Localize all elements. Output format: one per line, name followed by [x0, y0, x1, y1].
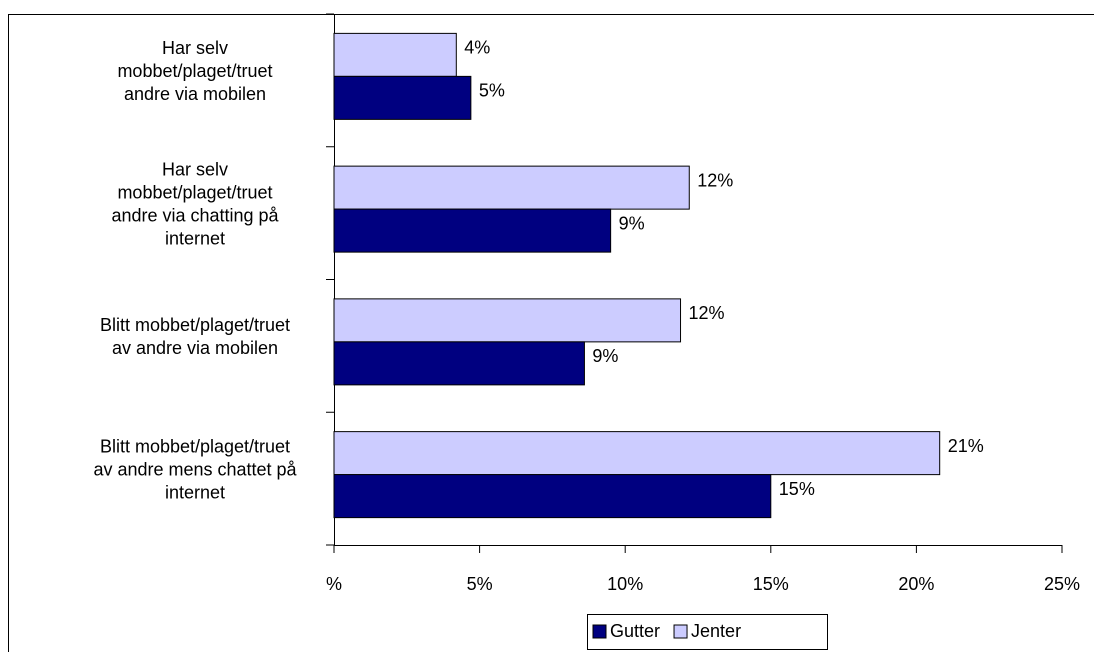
x-tick-label: %	[326, 574, 342, 594]
value-label: 21%	[948, 436, 984, 456]
category-label: Blitt mobbet/plaget/truet	[100, 436, 290, 456]
value-label: 4%	[464, 38, 490, 58]
x-tick-label: 5%	[467, 574, 493, 594]
legend-swatch	[673, 624, 688, 639]
value-label: 12%	[689, 303, 725, 323]
category-label: mobbet/plaget/truet	[117, 182, 272, 202]
category-label: av andre mens chattet på	[93, 459, 297, 479]
category-label: andre via chatting på	[111, 205, 279, 225]
category-label: av andre via mobilen	[112, 338, 278, 358]
category-label: mobbet/plaget/truet	[117, 61, 272, 81]
legend-label: Gutter	[610, 621, 660, 641]
value-label: 9%	[619, 213, 645, 233]
bar	[333, 341, 585, 386]
category-label: andre via mobilen	[124, 84, 266, 104]
x-tick-label: 10%	[607, 574, 643, 594]
category-label: Blitt mobbet/plaget/truet	[100, 315, 290, 335]
category-label: Har selv	[162, 38, 228, 58]
value-label: 9%	[592, 346, 618, 366]
bar	[333, 208, 612, 253]
value-label: 15%	[779, 479, 815, 499]
bar	[333, 431, 941, 476]
category-label: internet	[165, 228, 225, 248]
bar	[333, 32, 457, 77]
x-tick-label: 20%	[898, 574, 934, 594]
x-tick-label: 25%	[1044, 574, 1080, 594]
bar	[333, 474, 772, 519]
category-label: Har selv	[162, 159, 228, 179]
legend-swatch	[592, 624, 607, 639]
legend-label: Jenter	[691, 621, 741, 641]
x-tick-label: 15%	[753, 574, 789, 594]
bar	[333, 75, 472, 120]
bar	[333, 165, 690, 210]
value-label: 12%	[697, 170, 733, 190]
bar	[333, 298, 682, 343]
legend	[587, 614, 828, 650]
category-label: internet	[165, 482, 225, 502]
value-label: 5%	[479, 81, 505, 101]
